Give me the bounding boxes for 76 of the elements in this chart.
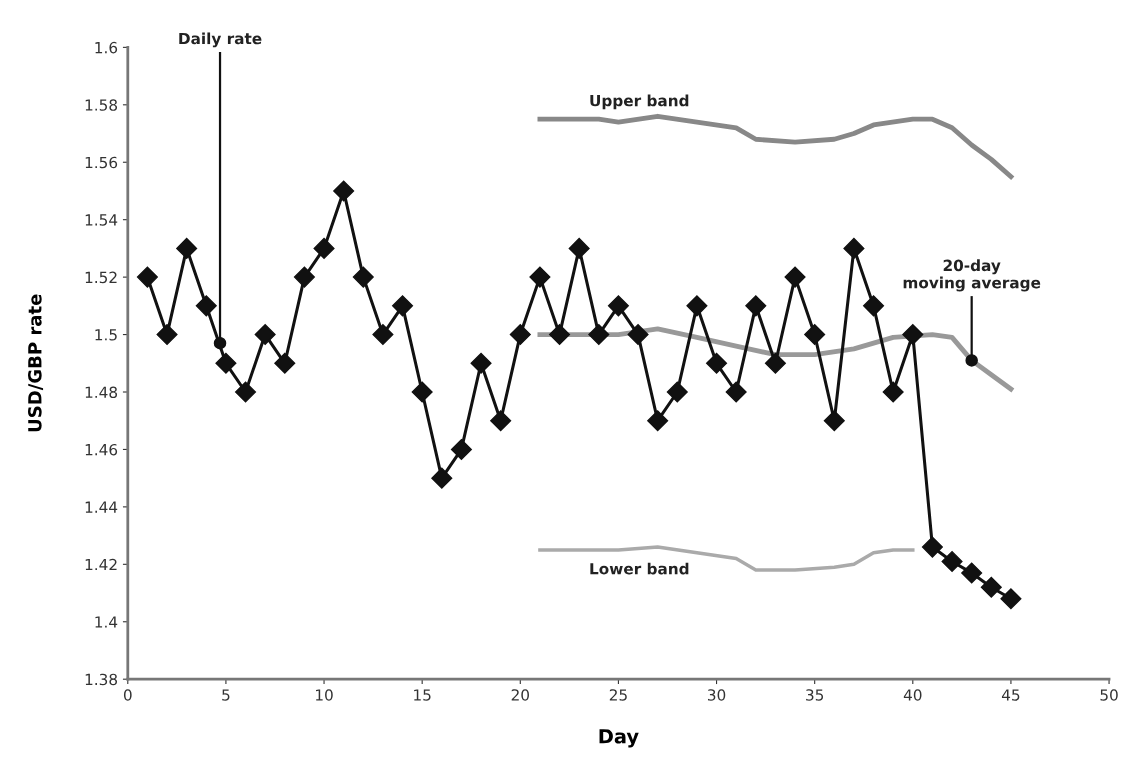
y-tick-label: 1.48 — [85, 386, 118, 399]
y-tick-label: 1.6 — [95, 41, 118, 54]
point — [392, 295, 414, 317]
point — [961, 562, 983, 584]
x-tick-label: 50 — [1100, 689, 1118, 701]
x-tick-label: 40 — [903, 689, 922, 701]
y-tick-label: 1.56 — [85, 156, 118, 169]
point — [470, 352, 492, 374]
point — [607, 295, 629, 317]
point — [156, 324, 178, 346]
point — [647, 410, 669, 432]
point — [549, 324, 571, 346]
point — [176, 237, 198, 259]
point — [568, 237, 590, 259]
point — [863, 295, 885, 317]
y-tick-label: 1.58 — [85, 99, 118, 111]
point — [882, 381, 904, 403]
x-tick-label: 20 — [511, 689, 529, 701]
point — [274, 352, 296, 374]
series-label: Upper band — [590, 94, 689, 110]
point — [235, 381, 257, 403]
text: Daily rate — [179, 32, 262, 48]
y-axis-title: USD/GBP rate — [28, 294, 44, 432]
line-series — [537, 326, 1014, 392]
point — [804, 324, 826, 346]
point — [745, 295, 767, 317]
x-tick-label: 35 — [806, 689, 824, 701]
point — [215, 352, 237, 374]
x-tick-label: 25 — [609, 689, 627, 701]
point — [588, 324, 610, 346]
point — [902, 324, 924, 346]
y-tick-label: 1.5 — [95, 329, 117, 341]
point — [136, 266, 158, 288]
series-label: Lower band — [590, 562, 689, 575]
point — [627, 324, 649, 346]
x-tick-label: 5 — [222, 689, 230, 701]
y-tick-label: 1.44 — [85, 501, 118, 513]
point — [411, 381, 433, 403]
point — [293, 266, 315, 288]
y-tick-label: 1.46 — [85, 443, 118, 456]
point — [195, 295, 217, 317]
x-tick-label: 30 — [707, 689, 726, 701]
point — [843, 237, 865, 259]
point — [529, 266, 551, 288]
x-tick-label: 45 — [1001, 689, 1020, 701]
y-tick-label: 1.42 — [85, 558, 117, 571]
point — [980, 576, 1002, 598]
point — [509, 324, 531, 346]
y-tick-label: 1.52 — [85, 271, 117, 284]
point — [333, 180, 355, 202]
text: 20-day moving average — [903, 259, 1041, 292]
point — [921, 536, 943, 558]
point — [941, 550, 963, 572]
x-tick-label: 0 — [123, 689, 132, 701]
y-tick-label: 1.4 — [95, 616, 118, 628]
point — [254, 324, 276, 346]
x-tick-label: 10 — [316, 689, 333, 701]
point — [490, 410, 512, 432]
point — [666, 381, 688, 403]
point — [372, 324, 394, 346]
point — [1000, 588, 1022, 610]
x-tick-label: 15 — [414, 689, 431, 701]
y-tick-label: 1.54 — [85, 214, 118, 226]
x-axis-title: Day — [599, 729, 639, 748]
point — [313, 237, 335, 259]
y-tick-label: 1.38 — [85, 673, 118, 686]
point — [764, 352, 786, 374]
point — [431, 467, 453, 489]
point — [706, 352, 728, 374]
point — [352, 266, 374, 288]
line-series — [537, 113, 1014, 180]
point — [784, 266, 806, 288]
point — [725, 381, 747, 403]
point — [450, 438, 472, 460]
point — [686, 295, 708, 317]
point — [823, 410, 845, 432]
